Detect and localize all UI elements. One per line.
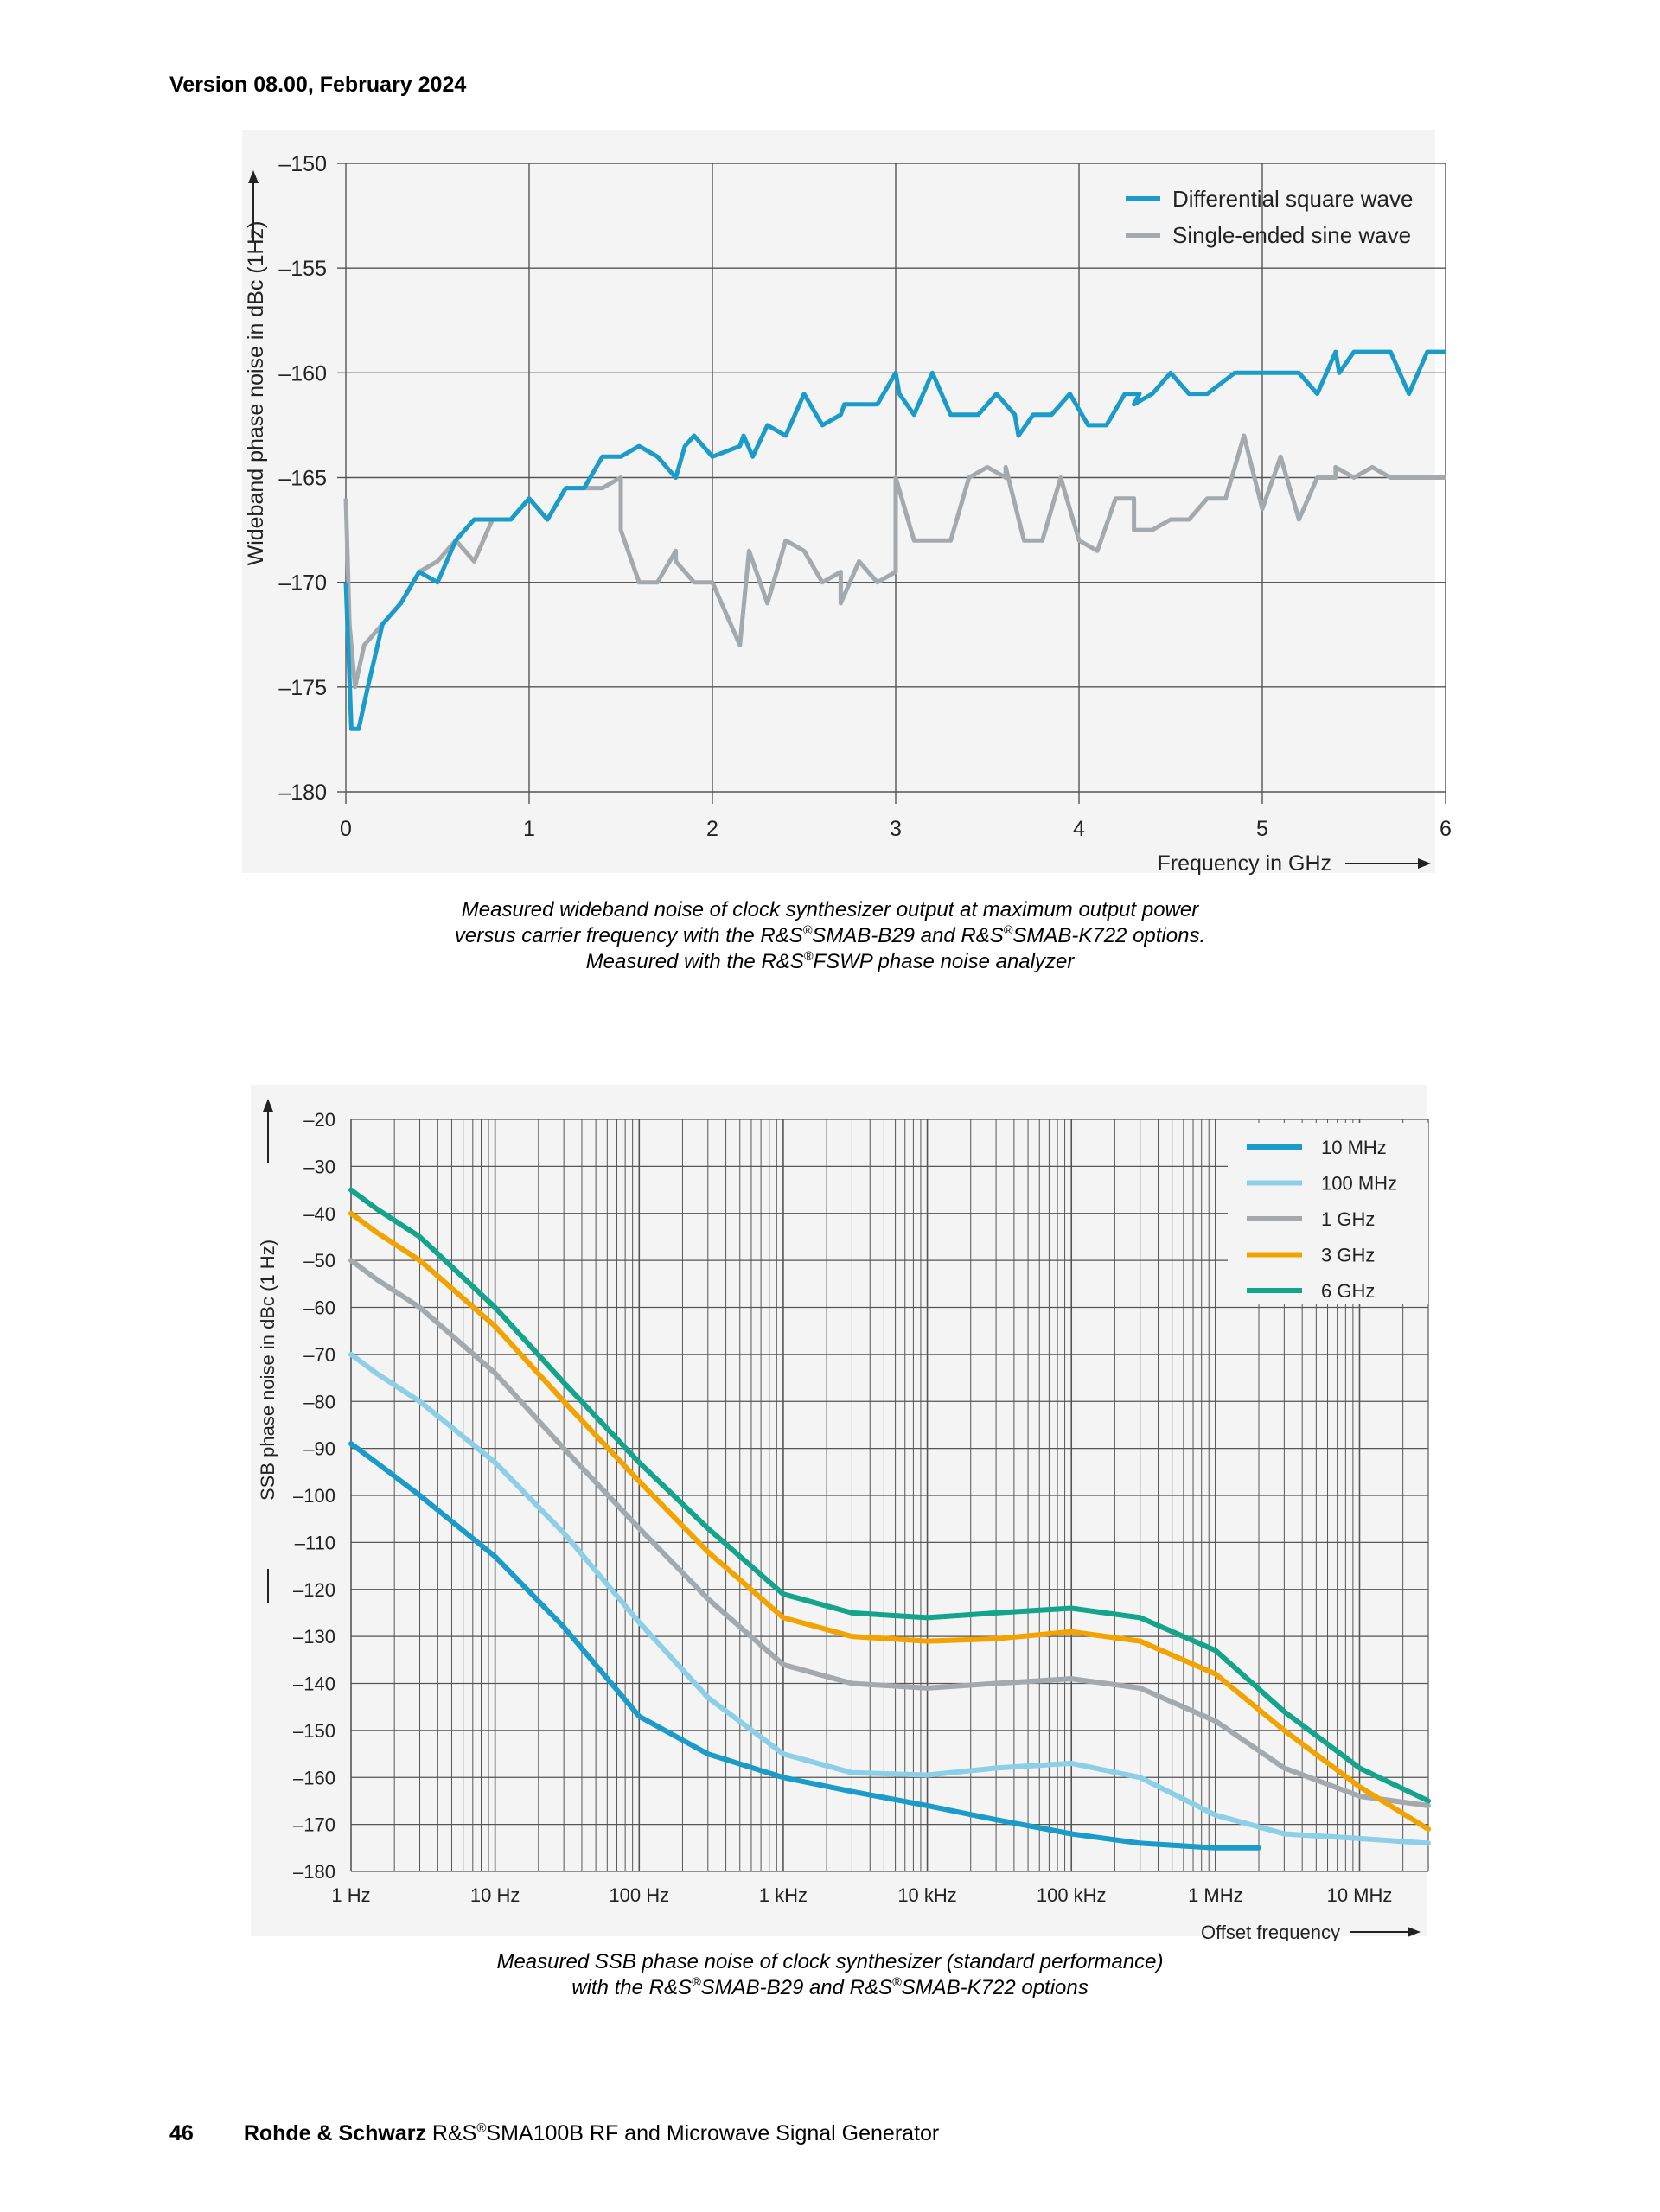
chart1-caption-line2: versus carrier frequency with the R&S®SM… [454,924,1206,947]
chart2-series-line [348,1351,1431,1846]
chart2-ytick-label: –130 [293,1626,335,1648]
chart2-ytick-label: –100 [293,1485,335,1507]
chart2-series-line [348,1210,1431,1833]
footer-brand: Rohde & Schwarz [243,2121,426,2145]
chart1-series [343,349,1446,731]
chart2-legend-box [1228,1123,1428,1304]
chart2-legend-label: 1 GHz [1321,1208,1375,1230]
chart2-series [348,1187,1431,1851]
chart2-ylabel: SSB phase noise in dBc (1 Hz) [257,1240,278,1501]
chart1-xtick-label: 4 [1073,817,1085,841]
chart2-caption-line1: Measured SSB phase noise of clock synthe… [496,1950,1164,1973]
chart1-ytick-label: –155 [278,257,327,281]
chart2-ytick-label: –110 [295,1532,335,1553]
chart2-legend-label: 100 MHz [1321,1173,1397,1195]
chart2-legend: 10 MHz 100 MHz 1 GHz 3 GHz 6 GHz [1228,1123,1428,1304]
chart1-caption-line1: Measured wideband noise of clock synthes… [461,898,1199,921]
chart2-axis-labels: SSB phase noise in dBc (1 Hz) Offset freq… [257,1099,1421,1941]
chart2-legend-label: 10 MHz [1321,1137,1387,1158]
footer-product-a: R&S [425,2121,477,2145]
chart1-ytick-label: –160 [278,361,327,386]
chart2-ytick-label: –140 [293,1673,335,1695]
chart1-caption-line3: Measured with the R&S®FSWP phase noise a… [585,950,1075,973]
chart1-ytick-label: –175 [278,676,327,700]
chart1-ylabel-arrowhead [248,170,259,183]
chart2-ticks: –20 –30 –40 –50 –60 –70 –80 –90 –100 –110 –120 –130… [293,1109,1392,1906]
chart2-ytick-label: –80 [303,1391,335,1412]
chart1-ytick-label: –150 [278,152,327,176]
chart1-xlabel-arrowhead [1418,858,1431,869]
chart2-xtick-label: 10 kHz [897,1884,956,1906]
chart2-series-line [348,1258,1431,1808]
wideband-noise-chart: –150 –155 –160 –165 –170 –175 –180 0 1 2 3 4 5 6 Diff… [242,130,1452,876]
chart1-ylabel: Wideband phase noise in dBc (1Hz) [244,221,268,566]
chart1-ytick-label: –180 [278,781,327,805]
chart1-ytick-label: –165 [278,467,327,491]
chart1-xlabel: Frequency in GHz [1158,851,1331,876]
chart2-series-line [348,1187,1431,1804]
chart1-legend: Differential square wave Single-ended sin… [1126,186,1413,248]
chart1-xtick-label: 5 [1256,817,1268,841]
chart2-ytick-label: –40 [303,1203,335,1225]
footer-product-b: SMA100B RF and Microwave Signal Generato… [486,2121,940,2145]
chart2-xtick-label: 1 MHz [1188,1884,1243,1906]
chart2-caption-line2: with the R&S®SMAB-B29 and R&S®SMAB-K722 … [571,1976,1089,1999]
chart1-xtick-label: 0 [340,817,352,841]
chart2-xtick-label: 10 Hz [470,1884,520,1906]
chart2-ytick-label: –90 [303,1438,335,1460]
chart2-xtick-label: 100 kHz [1037,1884,1107,1906]
chart2-xlabel: Offset frequency [1201,1922,1340,1941]
chart2-ytick-label: –70 [303,1344,335,1366]
chart2-xlabel-arrowhead [1408,1927,1421,1937]
chart2-grid [350,1119,1429,1872]
chart1-legend-label: Differential square wave [1172,186,1413,212]
chart2-xtick-label: 1 Hz [331,1884,370,1906]
chart2-series-line [348,1441,1261,1851]
chart1-ticks: –150 –155 –160 –165 –170 –175 –180 0 1 2 3 4 5 6 [278,152,1452,841]
chart2-ytick-label: –30 [303,1156,335,1177]
page-footer: 46 Rohde & Schwarz R&S®SMA100B RF and Mic… [169,2120,940,2145]
chart2-legend-label: 3 GHz [1321,1245,1375,1266]
chart2-ytick-label: –150 [293,1720,335,1742]
ssb-phase-noise-chart: –20 –30 –40 –50 –60 –70 –80 –90 –100 –110 –120 –130… [251,1085,1431,1941]
chart2-ytick-label: –60 [303,1297,335,1319]
chart1-xtick-label: 2 [706,817,718,841]
chart2-xtick-label: 1 kHz [759,1884,808,1906]
chart2-ytick-label: –170 [293,1814,335,1836]
chart1-xtick-label: 3 [890,817,902,841]
chart2-ytick-label: –180 [293,1861,335,1883]
chart1-xtick-label: 6 [1440,817,1452,841]
chart2-legend-label: 6 GHz [1321,1280,1375,1302]
chart1-xtick-label: 1 [523,817,535,841]
chart2-ytick-label: –120 [293,1579,335,1601]
chart2-ytick-label: –20 [303,1109,335,1131]
page-number: 46 [169,2121,194,2145]
chart1-series-line [343,349,1446,731]
chart1-background [242,130,1435,873]
chart1-axis-labels: Wideband phase noise in dBc (1Hz) Frequen… [244,170,1431,876]
chart2-xtick-label: 100 Hz [609,1884,669,1906]
version-label: Version 08.00, February 2024 [169,73,467,97]
chart2-xtick-label: 10 MHz [1327,1884,1393,1906]
chart1-caption: Measured wideband noise of clock synthes… [259,897,1401,975]
chart2-ytick-label: –50 [303,1250,335,1272]
chart1-ytick-label: –170 [278,571,327,596]
chart2-caption: Measured SSB phase noise of clock synthe… [259,1949,1401,2001]
chart2-ytick-label: –160 [293,1767,335,1788]
chart1-legend-label: Single-ended sine wave [1172,222,1411,248]
chart2-ylabel-arrowhead [263,1099,273,1112]
